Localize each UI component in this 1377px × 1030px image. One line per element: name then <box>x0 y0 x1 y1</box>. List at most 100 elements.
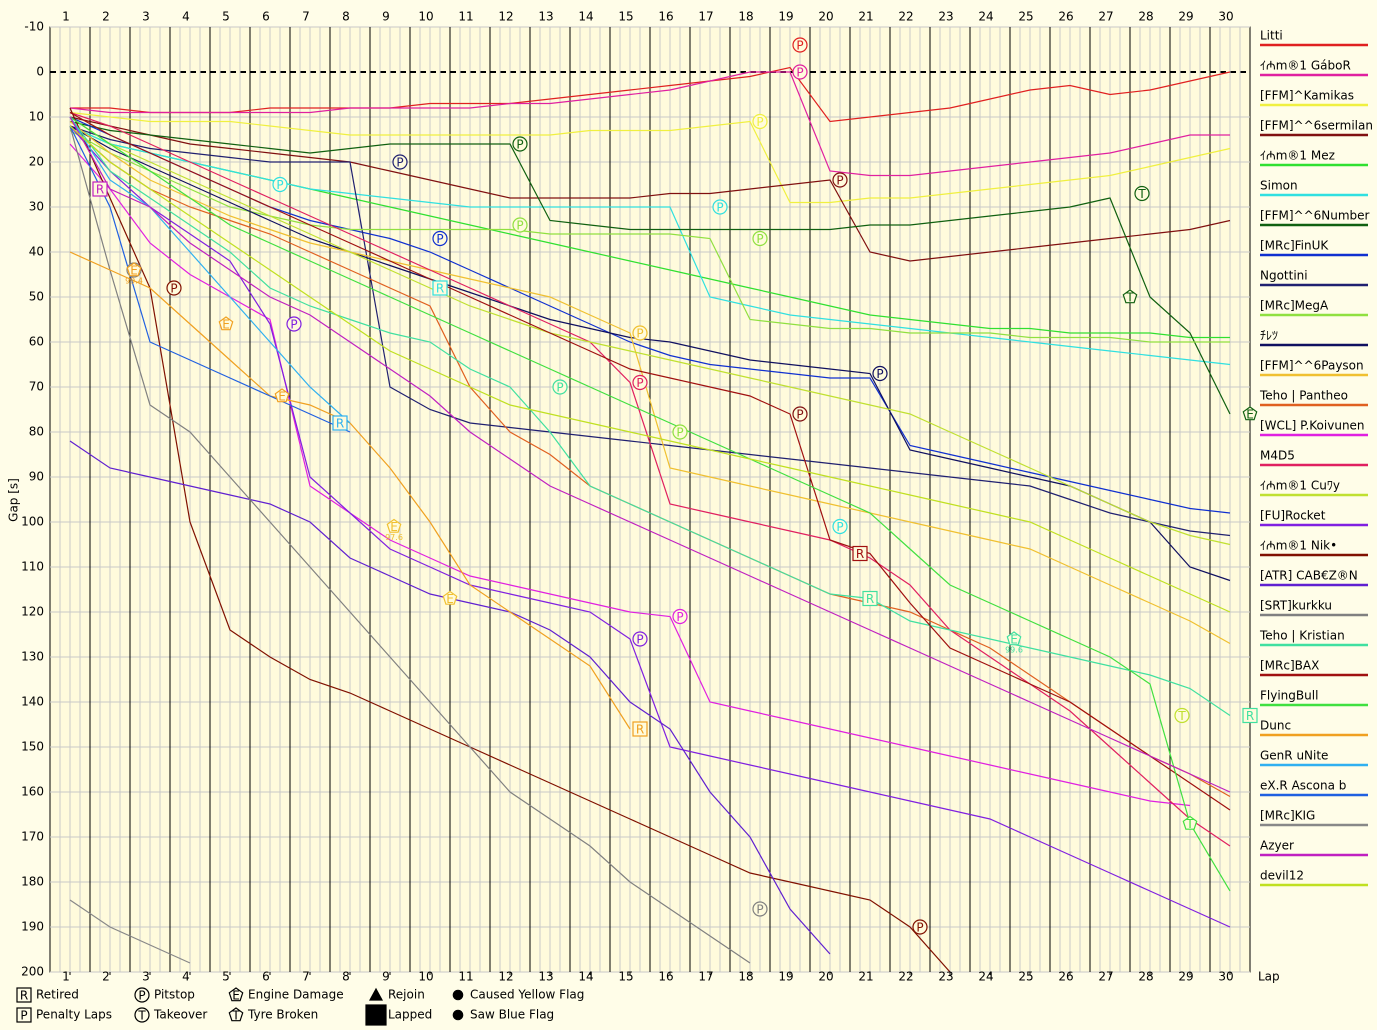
x-tick-label-top: 19 <box>778 10 793 24</box>
marker-symbol: E <box>130 264 138 278</box>
x-tick-label-top: 9 <box>382 10 390 24</box>
legend-label: [MRc]MegA <box>1260 299 1329 313</box>
legend-label: Tyre Broken <box>247 1008 318 1022</box>
marker-triangle <box>368 987 384 1001</box>
marker-note: 99.4 <box>125 277 143 286</box>
x-axis-label: Lap <box>1258 970 1280 984</box>
marker-circle <box>792 64 808 80</box>
marker-symbol: T <box>1177 709 1186 723</box>
marker-circle <box>286 316 302 332</box>
marker-symbol: P <box>290 318 297 332</box>
x-tick-label-top: 13 <box>538 10 553 24</box>
marker-circle <box>134 987 150 1003</box>
marker-symbol: P <box>796 39 803 53</box>
legend-label: Saw Blue Flag <box>470 1008 554 1022</box>
x-tick-label: 12 <box>498 970 513 984</box>
x-tick-label: 14 <box>578 970 593 984</box>
legend-label: Simon <box>1260 179 1298 193</box>
marker-symbol: P <box>636 376 643 390</box>
legend-label: Takeover <box>153 1008 207 1022</box>
y-tick-label: 10 <box>29 110 44 124</box>
x-tick-label-top: 10 <box>418 10 433 24</box>
marker-symbol: P <box>796 66 803 80</box>
marker-circle <box>1134 185 1150 202</box>
y-tick-label: 20 <box>29 155 44 169</box>
legend-symbol: P <box>20 1009 27 1023</box>
legend-label: ｲ₼m®1 Nik• <box>1260 539 1337 553</box>
x-tick-label-top: 29 <box>1178 10 1193 24</box>
legend-symbol: R <box>20 989 28 1003</box>
marker-circle <box>432 230 448 247</box>
legend-label: [MRc]KIG <box>1260 809 1315 823</box>
marker-circle <box>712 199 728 215</box>
marker-dot <box>452 1009 464 1021</box>
series-line <box>69 121 1231 645</box>
marker-circle <box>912 919 928 935</box>
series-line <box>69 125 1231 366</box>
marker-symbol: E <box>278 390 286 404</box>
legend-label: Retired <box>36 988 79 1002</box>
marker-pentagon <box>442 590 458 605</box>
marker-symbol: P <box>436 232 443 246</box>
marker-symbol: T <box>1125 291 1134 305</box>
y-tick-label: 60 <box>29 335 44 349</box>
y-tick-label: 150 <box>21 740 44 754</box>
marker-symbol: P <box>516 219 523 233</box>
legend-label: [FFM]^^6Number <box>1260 209 1370 223</box>
series-line <box>69 125 351 433</box>
marker-circle <box>632 631 648 647</box>
legend-label: Ngottini <box>1260 269 1308 283</box>
x-tick-label-top: 5 <box>222 10 230 24</box>
legend-label: eX.R Ascona b <box>1260 779 1346 793</box>
y-tick-label: 160 <box>21 785 44 799</box>
marker-circle <box>632 325 648 341</box>
y-tick-label: 50 <box>29 290 44 304</box>
x-tick-label-top: 14 <box>578 10 593 24</box>
series-line <box>69 125 751 964</box>
marker-square <box>632 721 648 737</box>
legend-label: Lapped <box>388 1008 432 1022</box>
series-line <box>69 71 1230 177</box>
marker-symbol: E <box>390 520 398 534</box>
x-tick-label: 17 <box>698 970 713 984</box>
marker-pentagon <box>228 1007 244 1022</box>
legend-label: ﾁﾚﾂ <box>1260 329 1278 343</box>
legend-label: Azyer <box>1260 839 1294 853</box>
marker-symbol: T <box>1185 817 1194 831</box>
x-tick-label: 22 <box>898 970 913 984</box>
legend: Litti ｲ₼m®1 GáboR [FFM]^Kamikas [FFM]^^6ser… <box>1259 29 1373 887</box>
x-tick-label-top: 22 <box>898 10 913 24</box>
y-tick-label: -10 <box>24 20 44 34</box>
x-tick-label-top: 8 <box>342 10 350 24</box>
x-tick-label: 9 <box>382 970 390 984</box>
y-tick-label: 100 <box>21 515 44 529</box>
marker-circle <box>272 176 288 193</box>
marker-symbol: P <box>676 610 683 624</box>
marker-pentagon <box>1122 289 1138 304</box>
series-line <box>69 107 951 972</box>
x-tick-label: 8 <box>342 970 350 984</box>
x-tick-label: 7 <box>302 970 310 984</box>
x-tick-label: 24 <box>978 970 993 984</box>
legend-label: Dunc <box>1260 719 1291 733</box>
marker-square <box>432 280 448 296</box>
x-tick-label-top: 15 <box>618 10 633 24</box>
x-tick-label-top: 20 <box>818 10 833 24</box>
event-markers: PPPPPPPPPRPPPPPPPPPRRPPRRRPPRPPPE99.4EEE… <box>92 37 1258 935</box>
x-tick-label-top: 12 <box>498 10 513 24</box>
marker-circle <box>792 37 808 53</box>
series-line <box>69 116 1231 262</box>
marker-symbol: P <box>756 903 763 917</box>
marker-symbol: R <box>336 417 344 431</box>
marker-circle <box>632 374 648 391</box>
legend-label: Caused Yellow Flag <box>470 988 584 1002</box>
marker-circle <box>512 217 528 233</box>
legend-label: ｲ₼m®1 Cuﾜy <box>1260 479 1340 493</box>
marker-symbol: P <box>916 921 923 935</box>
legend-label: devil12 <box>1260 869 1304 883</box>
marker-circle <box>832 172 848 188</box>
y-tick-label: 140 <box>21 695 44 709</box>
marker-square <box>1242 707 1258 724</box>
y-tick-label: 190 <box>21 920 44 934</box>
